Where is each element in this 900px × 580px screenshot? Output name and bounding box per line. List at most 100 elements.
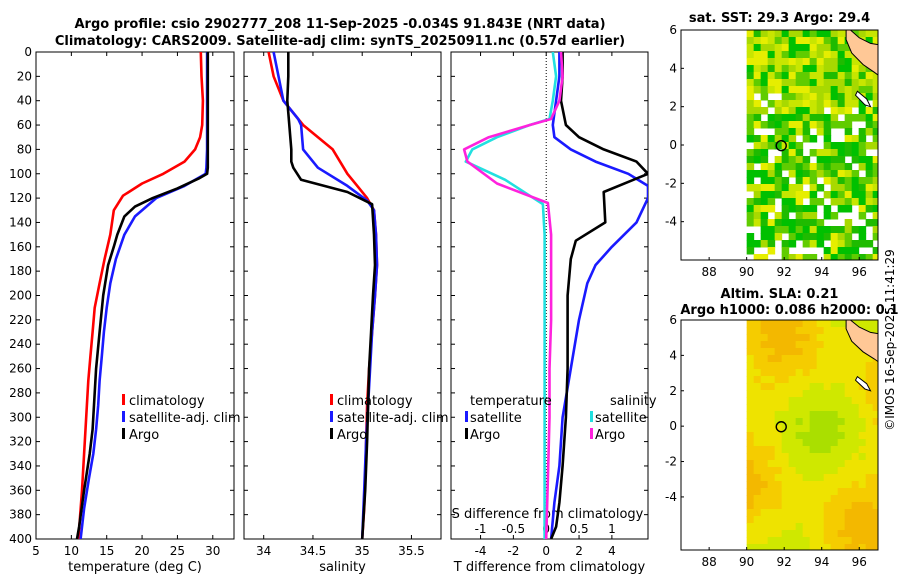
heatmap-cell: [823, 247, 832, 255]
heatmap-cell: [767, 390, 776, 398]
heatmap-cell: [830, 114, 839, 122]
heatmap-cell: [767, 481, 776, 489]
heatmap-cell: [844, 453, 853, 461]
series-line-t-argo: [549, 52, 648, 539]
heatmap-cell: [788, 114, 797, 122]
heatmap-cell: [809, 418, 818, 426]
heatmap-cell: [858, 418, 867, 426]
heatmap-cell: [830, 467, 839, 475]
heatmap-cell: [837, 544, 846, 550]
heatmap-cell: [816, 226, 825, 234]
heatmap-cell: [753, 240, 762, 248]
heatmap-cell: [802, 100, 811, 108]
heatmap-cell: [746, 425, 755, 433]
heatmap-cell: [865, 37, 874, 45]
heatmap-cell: [816, 72, 825, 80]
heatmap-cell: [795, 348, 804, 356]
heatmap-cell: [788, 362, 797, 370]
heatmap-cell: [774, 177, 783, 185]
heatmap-cell: [795, 254, 804, 260]
heatmap-cell: [760, 135, 769, 143]
heatmap-cell: [872, 530, 878, 538]
heatmap-cell: [816, 453, 825, 461]
heatmap-cell: [767, 537, 776, 545]
heatmap-cell: [872, 128, 878, 136]
heatmap-cell: [774, 341, 783, 349]
heatmap-cell: [844, 149, 853, 157]
heatmap-cell: [830, 233, 839, 241]
heatmap-cell: [865, 205, 874, 213]
heatmap-cell: [781, 156, 790, 164]
heatmap-cell: [837, 467, 846, 475]
heatmap-cell: [858, 397, 867, 405]
heatmap-cell: [781, 446, 790, 454]
x-tick-label: 90: [739, 555, 754, 569]
heatmap-cell: [816, 425, 825, 433]
heatmap-cell: [795, 44, 804, 52]
heatmap-cell: [774, 523, 783, 531]
heatmap-cell: [837, 495, 846, 503]
heatmap-cell: [781, 72, 790, 80]
x-tick-label: 25: [170, 544, 185, 558]
heatmap-cell: [851, 446, 860, 454]
heatmap-cell: [753, 65, 762, 73]
heatmap-cell: [851, 439, 860, 447]
heatmap-cell: [774, 65, 783, 73]
heatmap-cell: [753, 205, 762, 213]
heatmap-cell: [753, 355, 762, 363]
island-polygon: [854, 90, 872, 108]
heatmap-cell: [844, 65, 853, 73]
heatmap-cell: [872, 481, 878, 489]
heatmap-cell: [865, 93, 874, 101]
heatmap-cell: [830, 149, 839, 157]
heatmap-cell: [802, 93, 811, 101]
heatmap-cell: [774, 191, 783, 199]
heatmap-cell: [795, 184, 804, 192]
heatmap-cell: [844, 107, 853, 115]
heatmap-cell: [837, 369, 846, 377]
heatmap-cell: [816, 467, 825, 475]
x-axis-label: temperature (deg C): [68, 560, 202, 575]
heatmap-cell: [781, 240, 790, 248]
heatmap-cell: [760, 453, 769, 461]
heatmap-cell: [816, 30, 825, 38]
heatmap-cell: [844, 355, 853, 363]
heatmap-cell: [753, 334, 762, 342]
y-tick-label: 320: [9, 435, 32, 449]
heatmap-cell: [802, 156, 811, 164]
heatmap-cell: [809, 383, 818, 391]
heatmap-cell: [844, 205, 853, 213]
heatmap-cell: [781, 212, 790, 220]
heatmap-cell: [823, 481, 832, 489]
heatmap-cell: [837, 502, 846, 510]
heatmap-cell: [809, 320, 818, 328]
heatmap-cell: [851, 425, 860, 433]
heatmap-cell: [774, 86, 783, 94]
heatmap-cell: [809, 327, 818, 335]
heatmap-cell: [774, 376, 783, 384]
heatmap-cell: [816, 544, 825, 550]
heatmap-cell: [830, 481, 839, 489]
heatmap-cell: [844, 198, 853, 206]
heatmap-cell: [837, 390, 846, 398]
heatmap-cell: [760, 439, 769, 447]
heatmap-cell: [844, 348, 853, 356]
heatmap-cell: [809, 537, 818, 545]
heatmap-cell: [809, 439, 818, 447]
heatmap-cell: [844, 495, 853, 503]
heatmap-cell: [802, 537, 811, 545]
heatmap-cell: [774, 488, 783, 496]
heatmap-cell: [753, 142, 762, 150]
x-tick-label: 20: [134, 544, 149, 558]
heatmap-cell: [788, 191, 797, 199]
heatmap-cell: [795, 163, 804, 171]
heatmap-cell: [816, 334, 825, 342]
heatmap-cell: [823, 327, 832, 335]
heatmap-cell: [746, 107, 755, 115]
heatmap-cell: [781, 348, 790, 356]
heatmap-cell: [809, 453, 818, 461]
temperature-profile-panel: 0 20 40 60 80 100 120 140 160 180 200 220 240 260 280 3…: [9, 45, 241, 575]
map-subtitle: Argo h1000: 0.086 h2000: 0.1: [680, 303, 898, 318]
heatmap-cell: [802, 362, 811, 370]
series-line-climatology: [77, 52, 205, 539]
